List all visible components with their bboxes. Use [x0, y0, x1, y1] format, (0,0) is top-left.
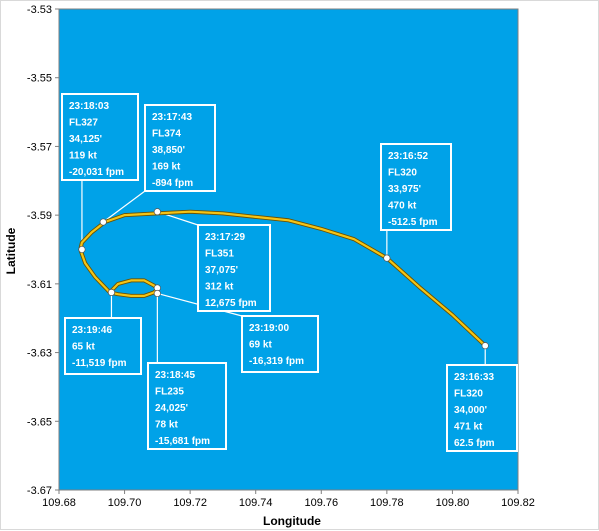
callout-box: 23:19:46 65 kt -11,519 fpm [64, 317, 142, 375]
track-point [153, 208, 161, 216]
callout-leader [102, 190, 146, 223]
y-tick-label: -3.61 [27, 279, 52, 291]
track-point [153, 289, 161, 298]
callout-text: 470 kt [388, 201, 417, 212]
callout-text: 23:16:52 [388, 151, 428, 162]
callout-text: -20,031 fpm [69, 167, 124, 178]
callout-box: 23:17:43 FL374 38,850' 169 kt -894 fpm [144, 104, 216, 192]
callout-text: 23:19:00 [249, 323, 289, 334]
callout-text: -512.5 fpm [388, 217, 438, 228]
callout-frame [446, 364, 518, 452]
callout-box: 23:16:33 FL320 34,000' 471 kt 62.5 fpm [446, 364, 518, 452]
x-tick-label: 109.70 [108, 497, 142, 509]
callout-text: 78 kt [155, 420, 178, 431]
y-tick-label: -3.65 [27, 416, 52, 428]
callout-frame [197, 224, 271, 312]
callout-text: FL235 [155, 387, 184, 398]
track-point [99, 218, 107, 226]
callout-text: FL327 [69, 118, 98, 129]
callout-text: 312 kt [205, 282, 234, 293]
callout-text: FL320 [454, 389, 483, 400]
callout-text: 23:17:43 [152, 112, 192, 123]
callout-frame [64, 317, 142, 375]
callout-text: 65 kt [72, 342, 95, 353]
callout-text: 62.5 fpm [454, 438, 495, 449]
y-tick-label: -3.59 [27, 210, 52, 222]
x-tick-label: 109.78 [370, 497, 404, 509]
x-tick-label: 109.80 [436, 497, 470, 509]
x-tick-label: 109.68 [42, 497, 76, 509]
callout-text: 23:18:45 [155, 370, 195, 381]
track-point [107, 288, 116, 296]
callout-text: 33,975' [388, 184, 421, 195]
callout-text: -16,319 fpm [249, 356, 304, 367]
track-point [78, 245, 86, 254]
callout-text: 23:17:29 [205, 232, 245, 243]
callout-text: 69 kt [249, 340, 272, 351]
callout-frame [61, 93, 139, 181]
callout-frame [144, 104, 216, 192]
callout-text: 23:19:46 [72, 325, 112, 336]
x-tick-label: 109.72 [173, 497, 207, 509]
plot-area [58, 8, 519, 491]
track-point [383, 254, 391, 262]
callout-text: 37,075' [205, 265, 238, 276]
callout-text: 34,000' [454, 405, 487, 416]
callout-box: 23:16:52 FL320 33,975' 470 kt -512.5 fpm [380, 143, 452, 231]
callout-text: 23:16:33 [454, 372, 494, 383]
callout-frame [241, 315, 319, 373]
callout-text: 169 kt [152, 162, 181, 173]
x-tick-label: 109.74 [239, 497, 273, 509]
y-tick-label: -3.63 [27, 348, 52, 360]
callout-text: -11,519 fpm [72, 358, 127, 369]
callout-box: 23:18:03 FL327 34,125' 119 kt -20,031 fpm [61, 93, 139, 181]
x-tick-label: 109.82 [501, 497, 535, 509]
x-axis-title: Longitude [263, 514, 321, 528]
callout-box: 23:17:29 FL351 37,075' 312 kt 12,675 fpm [197, 224, 271, 312]
y-tick-label: -3.55 [27, 73, 52, 85]
callout-text: 38,850' [152, 145, 185, 156]
callout-text: 34,125' [69, 134, 102, 145]
callout-text: -894 fpm [152, 178, 193, 189]
callout-box: 23:19:00 69 kt -16,319 fpm [241, 315, 319, 373]
callout-text: 119 kt [69, 151, 97, 162]
track-point [481, 342, 489, 350]
y-tick-label: -3.57 [27, 141, 52, 153]
callout-text: 12,675 fpm [205, 298, 257, 309]
x-tick-label: 109.76 [304, 497, 338, 509]
callout-text: 471 kt [454, 422, 483, 433]
callout-text: 24,025' [155, 403, 188, 414]
y-tick-label: -3.53 [27, 4, 52, 16]
callout-text: FL351 [205, 249, 234, 260]
y-tick-label: -3.67 [27, 485, 52, 497]
callout-frame [147, 362, 227, 450]
y-axis-title: Latitude [4, 227, 18, 274]
callout-text: FL374 [152, 129, 181, 140]
callout-frame [380, 143, 452, 231]
callout-text: 23:18:03 [69, 101, 109, 112]
callout-text: -15,681 fpm [155, 436, 210, 447]
callout-text: FL320 [388, 168, 417, 179]
callout-box: 23:18:45 FL235 24,025' 78 kt -15,681 fpm [147, 362, 227, 450]
